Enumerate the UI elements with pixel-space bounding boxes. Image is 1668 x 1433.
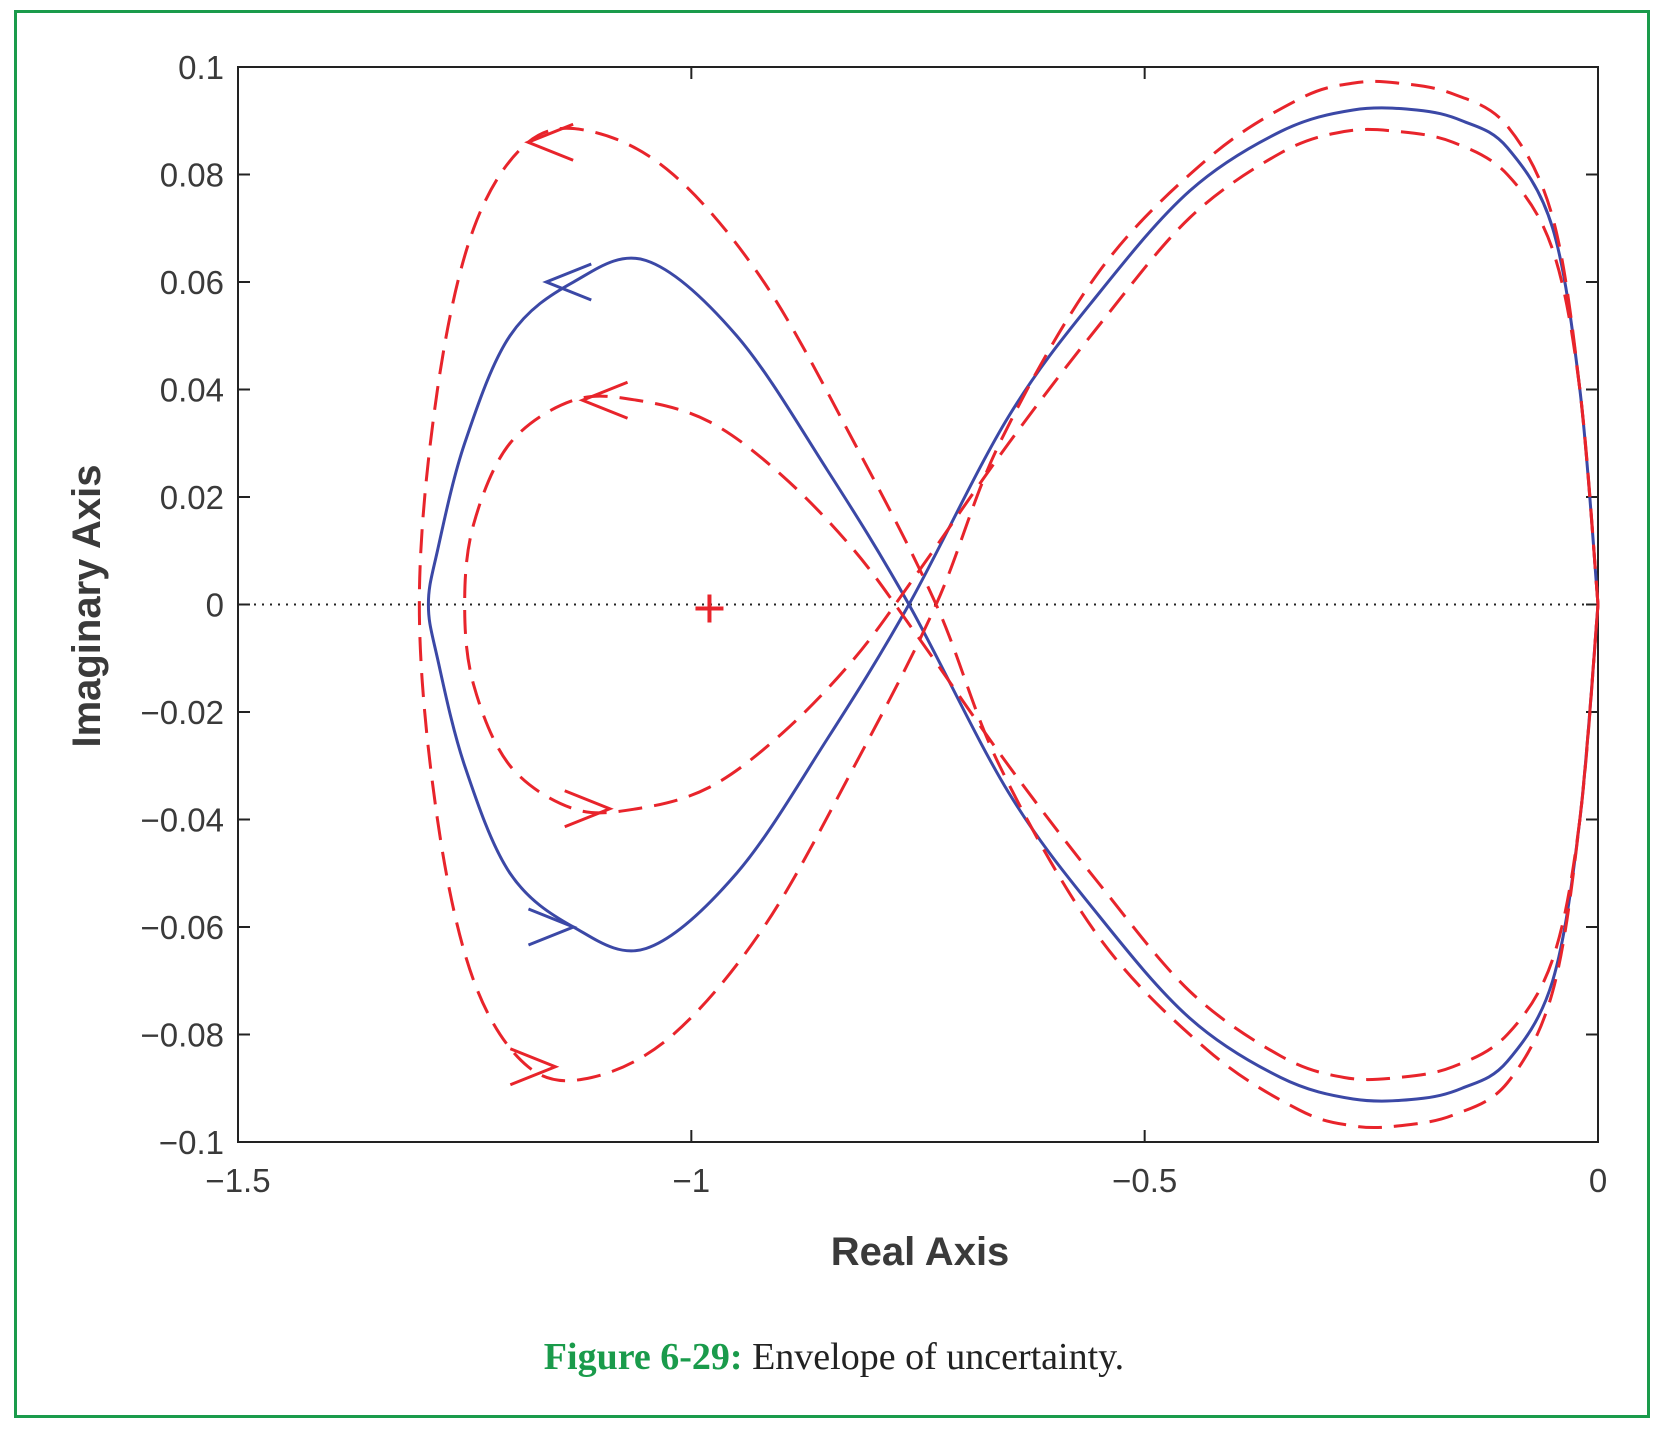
figure-caption: Figure 6-29: Envelope of uncertainty. [0,1335,1668,1379]
y-tick-label: −0.02 [141,694,225,731]
y-tick-label: −0.04 [141,802,225,839]
y-tick-label: 0.02 [160,479,224,516]
arrowheads-group [509,122,629,1087]
series-group [417,79,1600,1130]
dashed-envelope-curve-2 [463,127,1600,1082]
y-tick-label: −0.1 [159,1124,224,1161]
x-tick-label: −1.5 [205,1162,270,1199]
figure-caption-text: Envelope of uncertainty. [742,1336,1125,1378]
x-tick-label: −0.5 [1112,1162,1177,1199]
y-tick-label: −0.08 [141,1017,225,1054]
arrowhead-left [578,380,629,420]
arrowhead-right [564,789,614,829]
y-tick-label: 0.1 [178,49,224,86]
y-axis-title: Imaginary Axis [65,464,109,747]
figure-frame [14,10,1650,1418]
arrowhead-right [509,1047,560,1087]
nominal-curve [426,106,1600,1103]
y-tick-label: −0.06 [141,909,225,946]
y-tick-label: 0.08 [160,157,224,194]
x-tick-labels: −1.5 −1 −0.5 0 [205,1162,1607,1199]
y-tick-label: 0 [206,587,224,624]
y-tick-label: 0.06 [160,264,224,301]
figure-label: Figure 6-29: [543,1336,743,1378]
critical-point-marker [695,594,724,623]
x-tick-label: −1 [673,1162,711,1199]
y-tick-labels: −0.1 −0.08 −0.06 −0.04 −0.02 0 0.02 0.04 0.06 0.0… [141,49,225,1161]
x-tick-label: 0 [1589,1162,1607,1199]
x-axis-title: Real Axis [831,1230,1010,1274]
y-tick-label: 0.04 [160,372,224,409]
dashed-envelope-curve-1 [417,79,1600,1130]
arrowhead-left [542,262,592,302]
arrowhead-left [524,122,574,162]
arrowhead-right [527,907,578,947]
